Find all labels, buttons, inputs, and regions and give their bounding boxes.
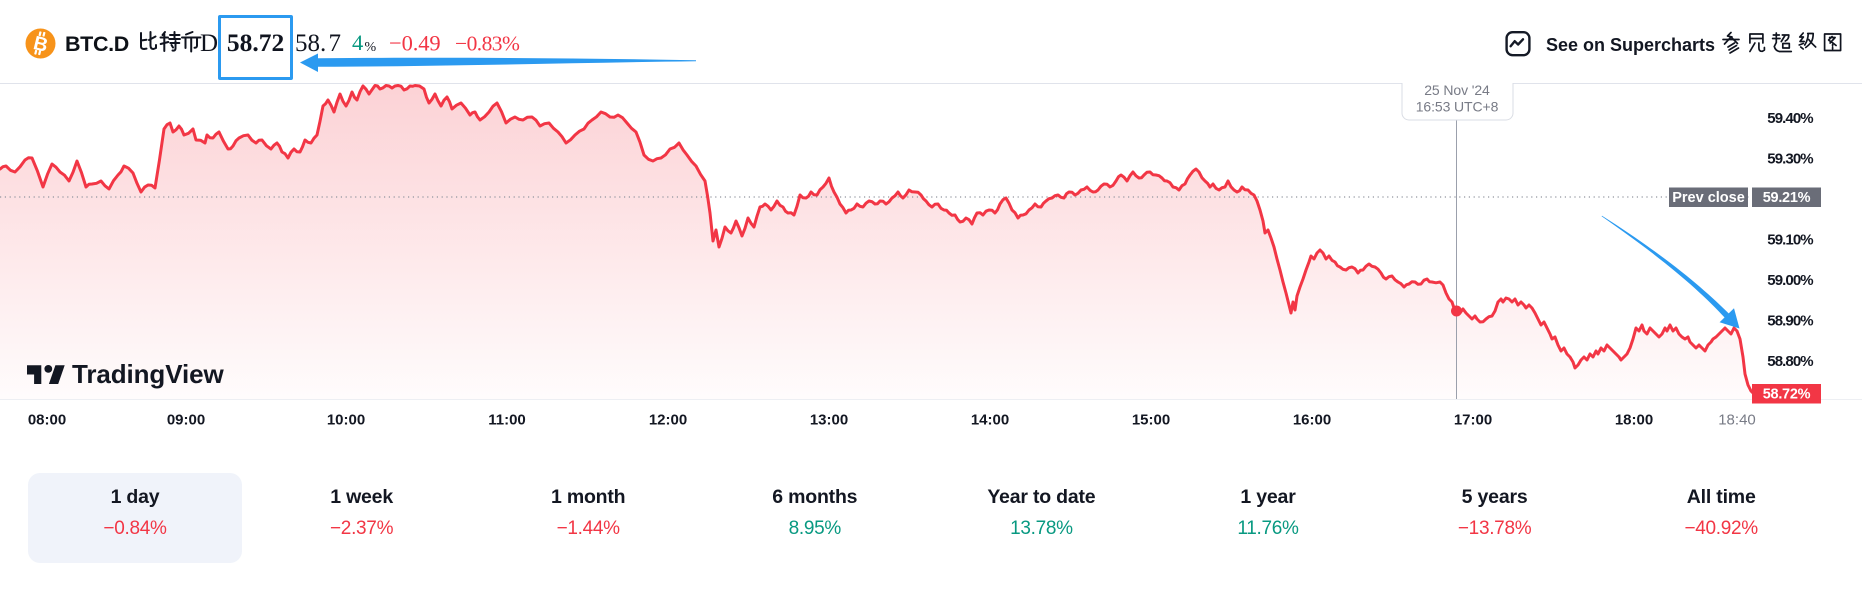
svg-text:7: 7	[329, 30, 342, 57]
svg-text:10:00: 10:00	[327, 412, 365, 429]
svg-text:17:00: 17:00	[1454, 412, 1492, 429]
svg-text:59.21%: 59.21%	[1763, 190, 1811, 206]
svg-text:58.: 58.	[295, 30, 326, 57]
svg-text:−0.49: −0.49	[389, 31, 441, 56]
svg-text:58.72%: 58.72%	[1763, 387, 1811, 403]
svg-text:58.72: 58.72	[227, 28, 284, 57]
svg-text:59.40%: 59.40%	[1767, 110, 1813, 127]
svg-text:58.90%: 58.90%	[1767, 313, 1813, 330]
svg-text:58.80%: 58.80%	[1767, 353, 1813, 370]
svg-text:16:53 UTC+8: 16:53 UTC+8	[1416, 99, 1499, 115]
svg-text:%: %	[365, 40, 377, 55]
svg-text:13:00: 13:00	[810, 412, 848, 429]
svg-text:16:00: 16:00	[1293, 412, 1331, 429]
svg-text:59.00%: 59.00%	[1767, 272, 1813, 289]
svg-text:4: 4	[352, 30, 363, 55]
svg-text:11:00: 11:00	[488, 412, 526, 429]
svg-text:15:00: 15:00	[1132, 412, 1170, 429]
svg-text:18:40: 18:40	[1718, 412, 1756, 429]
svg-text:09:00: 09:00	[167, 412, 205, 429]
svg-text:18:00: 18:00	[1615, 412, 1653, 429]
svg-text:14:00: 14:00	[971, 412, 1009, 429]
svg-text:−0.83%: −0.83%	[455, 32, 520, 56]
svg-text:59.30%: 59.30%	[1767, 151, 1813, 168]
svg-text:25 Nov '24: 25 Nov '24	[1424, 82, 1490, 98]
svg-text:Prev close: Prev close	[1672, 190, 1745, 206]
svg-text:12:00: 12:00	[649, 412, 687, 429]
svg-text:59.10%: 59.10%	[1767, 232, 1813, 249]
svg-text:TradingView: TradingView	[72, 359, 224, 389]
svg-text:08:00: 08:00	[28, 412, 66, 429]
